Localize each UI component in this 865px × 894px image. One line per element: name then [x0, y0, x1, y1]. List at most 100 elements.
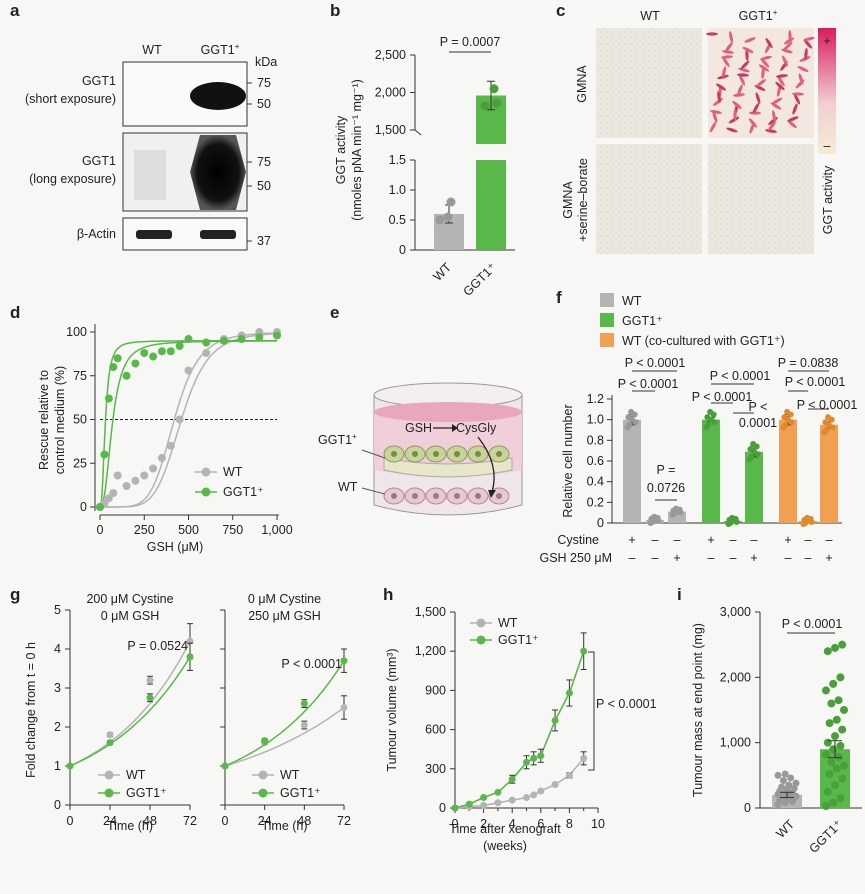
stained-cells [706, 30, 815, 134]
y-tick-label-0: 0 [744, 801, 751, 815]
cysgly-label: CysGly [456, 421, 497, 435]
panel-b-chart: 0 0.5 1.0 1.5 1,500 2,000 2,500 WT GGT1⁺ GGT acti… [334, 35, 515, 299]
blot-row1-label1: GGT1 [82, 74, 116, 88]
stained-cell-68 [783, 41, 793, 51]
y-tick-label-4: 0.8 [587, 433, 604, 447]
point-ggt1-21 [834, 696, 843, 705]
wt-nucleus-3 [454, 493, 460, 499]
point-ggt1-25 [823, 647, 832, 656]
stained-cell-39 [715, 83, 727, 91]
stained-cell-50 [710, 110, 722, 114]
x-tick-label-1: 2 [480, 817, 487, 831]
stained-cell-9 [793, 93, 801, 105]
title-1: 200 μM Cystine [86, 592, 173, 606]
ggt1-band-long [190, 135, 246, 210]
cystine-sign-6: + [784, 533, 791, 547]
point-wt-2 [104, 494, 113, 503]
stained-cell-33 [792, 103, 798, 115]
panel-letter-f: f [556, 288, 562, 307]
y-axis-title-1: Rescue relative to [37, 370, 51, 470]
y-tick-label-6: 1.2 [587, 392, 604, 406]
panel-letter-i: i [677, 585, 682, 604]
point-ggt1-11 [175, 342, 184, 350]
western-blot: WT GGT1+ kDa GGT1 (short exposure) GGT1 … [25, 42, 277, 251]
x-tick-label-0: 0 [222, 814, 229, 828]
point-2-1-6 [802, 520, 809, 526]
y-label-2: (nmoles pNA min⁻¹ mg⁻¹) [350, 79, 364, 221]
cystine-sign-3: + [707, 533, 714, 547]
y-tick-label-1: 0.2 [587, 495, 604, 509]
stained-cell-24 [803, 39, 813, 49]
p-ggt-3b: 0.0001 [739, 416, 777, 430]
panel-d-chart: 0 25 50 75 100 0 250 500 750 1,000 WT GGT1⁺ GSH (μM)… [37, 324, 293, 554]
stained-cell-20 [787, 119, 797, 129]
micro-ggt1-serine-borate [708, 144, 814, 254]
stained-cell-69 [737, 73, 749, 77]
y-tick-label-2: 0.4 [587, 475, 604, 489]
p-wt-2: P < 0.0001 [618, 377, 679, 391]
point-ggt1-15 [831, 732, 839, 741]
stained-cell-7 [783, 37, 795, 45]
y-tick-label-2: 50 [73, 413, 87, 427]
point-wt-2 [480, 801, 488, 809]
p-value: P = 0.0007 [440, 35, 501, 49]
stained-cell-66 [775, 81, 785, 91]
stained-cell-43 [732, 100, 742, 110]
panel-i-chart: 0 1,000 2,000 3,000 Tumour mass at end point… [691, 605, 862, 856]
x-axis-title: Time (h) [107, 819, 153, 833]
point-wt-1 [106, 731, 114, 739]
x-axis-title: GSH (μM) [147, 540, 204, 554]
point-ggt1-24 [836, 673, 845, 682]
p-ggt-2: P < 0.0001 [692, 390, 753, 404]
legend-swatch-2 [600, 333, 614, 347]
point-ggt1-9 [565, 689, 573, 697]
stained-cell-27 [765, 129, 777, 133]
y-tick-label-3: 75 [73, 369, 87, 383]
point-wt-11 [175, 415, 184, 424]
stained-cell-47 [748, 118, 758, 128]
stained-cell-65 [721, 55, 733, 59]
point-wt-12 [184, 366, 193, 375]
gsh-sign-6: – [785, 551, 792, 565]
point-ggt1-0 [66, 762, 74, 770]
point-0-2-5 [677, 509, 684, 516]
bar-0-0 [623, 419, 641, 523]
bar-0-2 [668, 511, 686, 523]
stained-cell-45 [740, 60, 750, 70]
blot-row1-label2: (short exposure) [25, 92, 116, 106]
stained-cell-51 [765, 37, 773, 49]
point-ggt1-5 [122, 371, 131, 380]
point-ggt1-16 [838, 725, 847, 734]
point-ggt1-5 [838, 774, 847, 783]
legend-wt-label: WT [498, 616, 518, 630]
x-tick-label-3: 72 [337, 814, 351, 828]
y-tick-label-4: 100 [66, 325, 87, 339]
wt-nucleus-4 [475, 493, 481, 499]
point-ggt1-1 [100, 450, 109, 459]
stained-cell-62 [758, 64, 770, 72]
p-value: P < 0.0001 [281, 657, 342, 671]
stained-cell-56 [737, 84, 743, 96]
stained-cell-23 [749, 111, 761, 115]
point-ggt1-9 [157, 347, 166, 356]
point-ggt1-2 [489, 84, 499, 94]
point-wt-2 [300, 721, 308, 729]
stained-cell-59 [798, 73, 804, 85]
blot-row3-label: β-Actin [77, 227, 116, 241]
stained-cell-53 [771, 97, 783, 105]
x-tick-label-0: 0 [452, 817, 459, 831]
p-value: P < 0.0001 [596, 697, 657, 711]
cystine-sign-4: – [730, 533, 737, 547]
point-ggt1-16 [255, 333, 264, 342]
point-wt-9 [565, 771, 573, 779]
x-tick-label-2: 4 [509, 817, 516, 831]
gsh-sign-1: – [652, 551, 659, 565]
gsh-label: GSH 250 μM [539, 551, 612, 565]
point-ggt1-13 [836, 741, 845, 750]
legend-label-0: WT [622, 294, 642, 308]
point-wt-3 [340, 704, 348, 711]
point-wt-13 [202, 349, 211, 357]
wt-nucleus-0 [391, 493, 397, 499]
y-axis-title: Fold change from t = 0 h [24, 642, 38, 778]
